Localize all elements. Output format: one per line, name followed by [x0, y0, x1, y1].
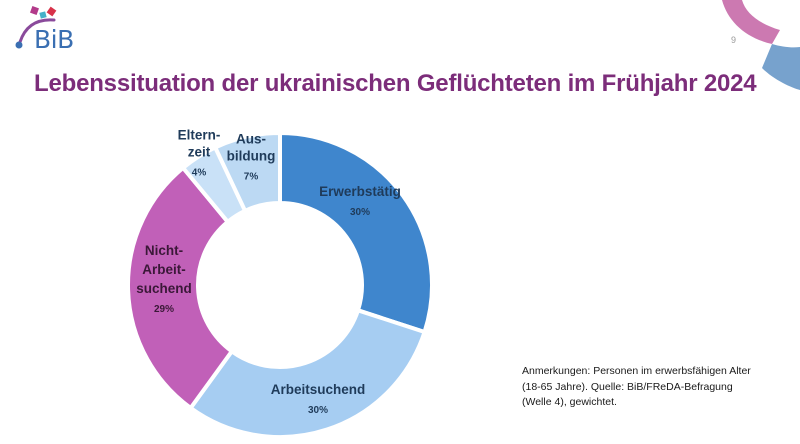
slice-value-label: 29%: [154, 304, 174, 315]
donut-slice: [126, 165, 234, 410]
slice-label: Eltern-zeit: [178, 128, 221, 160]
slice-label: Arbeitsuchend: [271, 382, 366, 397]
donut-slice: [278, 131, 434, 334]
logo-arc: [18, 18, 56, 44]
logo-mark-teal: [39, 11, 47, 19]
bib-logo: [15, 6, 57, 49]
footnote: Anmerkungen: Personen im erwerbsfähigen …: [522, 365, 751, 408]
logo-text: BiB: [34, 25, 74, 54]
corner-arc-blue: [762, 44, 800, 90]
logo-mark-red: [46, 6, 57, 17]
page-number: 9: [731, 35, 737, 45]
donut-slice: [213, 131, 282, 213]
slice-label: Erwerbstätig: [319, 184, 401, 199]
slice-value-label: 7%: [244, 172, 259, 183]
slice-value-label: 4%: [192, 168, 207, 179]
corner-arc-magenta: [722, 0, 780, 44]
logo-dot: [15, 41, 23, 49]
logo-mark-magenta: [30, 6, 39, 15]
donut-slice: [188, 308, 427, 439]
chart-title: Lebenssituation der ukrainischen Geflüch…: [34, 70, 757, 97]
slice-label: Nicht-Arbeit-suchend: [136, 243, 192, 296]
corner-decoration: [722, 0, 800, 90]
slice-value-label: 30%: [308, 405, 328, 416]
slice-label: Aus-bildung: [227, 132, 276, 164]
slice-value-label: 30%: [350, 207, 370, 218]
